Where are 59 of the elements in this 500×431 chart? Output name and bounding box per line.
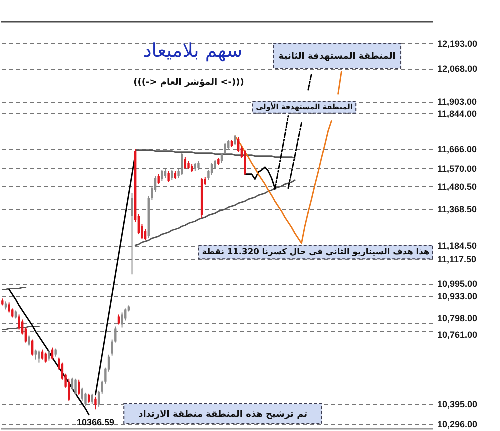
candlestick [34, 349, 37, 360]
y-tick-label: 11,570.00 [438, 164, 478, 174]
candlestick [8, 302, 10, 314]
band-label: تم ترشيح هذه المنطقة منطقة الارتداد [138, 410, 308, 420]
band-label: المنطقة المستهدفة الثانية [278, 52, 396, 62]
candlestick [161, 170, 164, 182]
candlestick [94, 396, 97, 410]
candlestick [71, 377, 74, 390]
candlestick [88, 393, 90, 404]
candlestick [78, 379, 80, 396]
candlestick [48, 350, 50, 362]
candlestick [244, 150, 246, 176]
y-tick-label: 11,184.50 [438, 241, 478, 252]
candlestick [121, 312, 124, 328]
candlestick [28, 335, 30, 346]
candlestick [98, 390, 100, 408]
y-tick-label: 10,995.00 [438, 279, 478, 290]
candlestick [41, 349, 44, 360]
candlestick [118, 314, 120, 326]
candlestick [91, 393, 94, 404]
candlestick [220, 152, 224, 164]
candlestick [74, 378, 77, 396]
candlestick [168, 170, 170, 183]
y-tick-label: 11,480.50 [438, 182, 478, 192]
candlestick [228, 140, 230, 151]
text: سهم بلاميعاد [143, 40, 243, 62]
candlestick [131, 192, 134, 276]
y-tick-label: 11,844.00 [438, 108, 478, 119]
text: (((-> المؤشر العام <-))) [134, 78, 244, 88]
y-tick-label: 12,068.00 [438, 64, 478, 74]
y-tick-label: 10,933.00 [438, 292, 478, 302]
y-tick-label: 11,666.00 [438, 144, 478, 155]
candlestick [224, 142, 226, 155]
y-tick-label: 11,903.00 [438, 97, 478, 108]
y-tick-label: 10,761.00 [438, 330, 478, 340]
candlestick [210, 162, 214, 176]
candlestick [198, 160, 200, 171]
candlestick [234, 134, 236, 146]
candlestick [164, 168, 167, 179]
candlestick [38, 350, 40, 364]
candlestick [84, 392, 87, 406]
y-tick-label: 11,368.50 [438, 204, 478, 214]
y-tick-label: 11,117.50 [438, 254, 477, 265]
line-series [8, 288, 90, 416]
candlestick [171, 170, 174, 181]
y-tick-label: 10,395.00 [438, 399, 478, 410]
band-label: هذا هدف السيناريو الثاني في حال كسرنا 11.320 نقطة [202, 246, 430, 258]
candlestick [51, 347, 54, 360]
y-tick-label: 10,296.00 [438, 419, 478, 430]
annotation: 10366.59 [76, 418, 114, 428]
candlestick [31, 339, 34, 356]
candlestick [44, 352, 47, 364]
candlestick [158, 174, 160, 185]
y-tick-label: 10,798.00 [438, 314, 478, 324]
candlestick [181, 152, 184, 176]
candlestick [184, 156, 187, 170]
candlestick [68, 378, 70, 402]
y-tick-label: 12,193.00 [438, 38, 478, 49]
candlestick [144, 229, 147, 242]
